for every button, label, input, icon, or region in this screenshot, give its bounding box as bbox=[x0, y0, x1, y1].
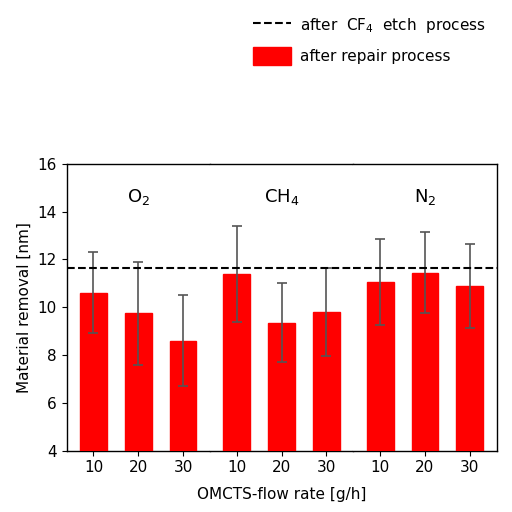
Bar bbox=[125, 313, 152, 512]
Bar bbox=[367, 282, 394, 512]
Bar bbox=[223, 274, 250, 512]
Bar bbox=[80, 293, 107, 512]
Bar bbox=[169, 340, 197, 512]
Text: N$_2$: N$_2$ bbox=[414, 187, 436, 207]
Bar bbox=[268, 323, 295, 512]
Text: OMCTS-flow rate [g/h]: OMCTS-flow rate [g/h] bbox=[197, 487, 366, 502]
Bar bbox=[412, 272, 438, 512]
Legend: after  CF$_4$  etch  process, after repair process: after CF$_4$ etch process, after repair … bbox=[250, 13, 489, 68]
Y-axis label: Material removal [nm]: Material removal [nm] bbox=[17, 222, 32, 393]
Text: O$_2$: O$_2$ bbox=[126, 187, 150, 207]
Bar bbox=[456, 286, 483, 512]
Text: CH$_4$: CH$_4$ bbox=[264, 187, 300, 207]
Bar bbox=[313, 312, 340, 512]
